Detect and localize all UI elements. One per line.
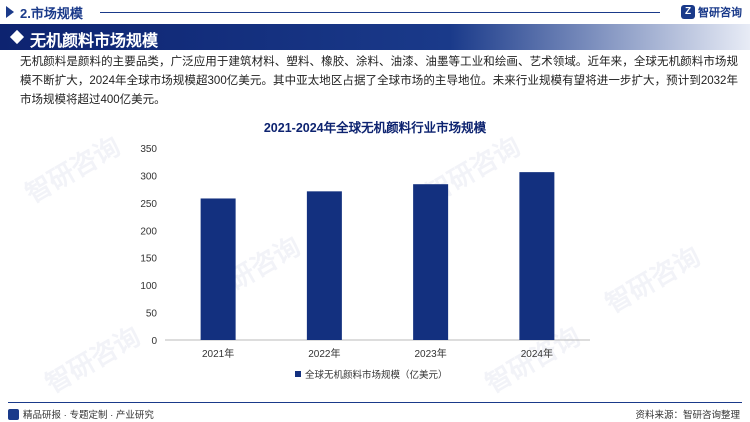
- legend-swatch: [295, 371, 301, 377]
- footer-tagline: 精品研报 · 专题定制 · 产业研究: [23, 410, 154, 421]
- y-tick-label: 250: [140, 199, 157, 210]
- y-tick-label: 150: [140, 254, 157, 265]
- brand-name: 智研咨询: [698, 7, 742, 19]
- x-tick-label: 2021年: [202, 347, 234, 360]
- diamond-icon: [9, 29, 25, 45]
- bar: [519, 172, 555, 340]
- brand-logo: Z 智研咨询: [681, 4, 742, 20]
- source-note: 资料来源：智研咨询整理: [635, 410, 740, 421]
- y-tick-label: 200: [140, 226, 157, 237]
- bar: [200, 198, 236, 340]
- section-marker-icon: [6, 6, 14, 18]
- footer-brand: 精品研报 · 专题定制 · 产业研究: [8, 407, 154, 421]
- y-tick-label: 300: [140, 171, 157, 182]
- x-tick-label: 2023年: [415, 347, 447, 360]
- y-tick-label: 100: [140, 281, 157, 292]
- header-divider: [100, 12, 660, 13]
- title-banner: 无机颜料市场规模: [0, 24, 750, 50]
- chart-title: 2021-2024年全球无机颜料行业市场规模: [263, 121, 487, 135]
- bar: [306, 191, 342, 340]
- intro-paragraph: 无机颜料是颜料的主要品类，广泛应用于建筑材料、塑料、橡胶、涂料、油漆、油墨等工业…: [20, 56, 738, 106]
- legend-label: 全球无机颜料市场规模（亿美元）: [305, 369, 448, 381]
- footer-logo-icon: [8, 408, 19, 420]
- footer: 精品研报 · 专题定制 · 产业研究 资料来源：智研咨询整理: [0, 402, 750, 422]
- footer-divider: [8, 402, 742, 403]
- top-bar: 2.市场规模 Z 智研咨询: [0, 0, 750, 24]
- y-tick-label: 350: [140, 144, 157, 155]
- y-tick-label: 50: [146, 309, 158, 320]
- page-title: 无机颜料市场规模: [30, 33, 159, 50]
- bar-chart: 0 50 100 150 200 250 300 350 2021年 2022年 2023年 2024…: [140, 144, 590, 381]
- brand-logo-icon: Z: [681, 5, 695, 19]
- section-title: 2.市场规模: [20, 6, 83, 21]
- y-tick-label: 0: [151, 336, 157, 347]
- x-tick-label: 2024年: [521, 347, 553, 360]
- bar: [413, 184, 449, 340]
- x-tick-label: 2022年: [308, 347, 340, 360]
